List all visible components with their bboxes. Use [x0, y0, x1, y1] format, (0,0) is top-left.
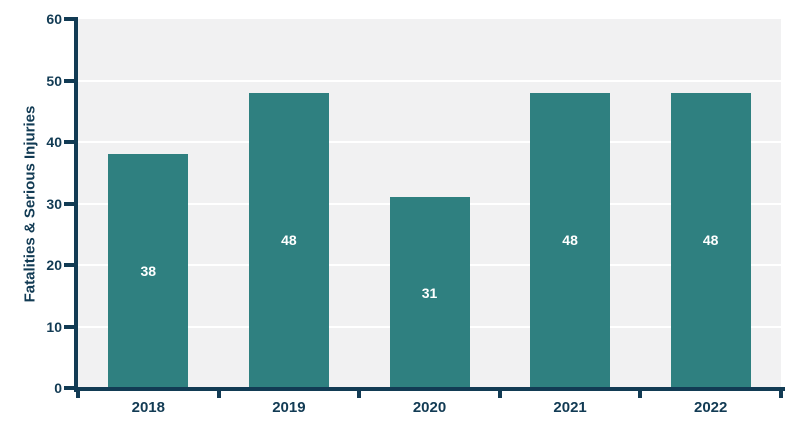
bar: [248, 92, 329, 388]
bar: [530, 92, 611, 388]
y-tick-label: 40: [46, 134, 62, 150]
bar-value-label: 48: [562, 232, 578, 249]
y-axis-tick: [64, 78, 76, 83]
y-tick-label: 60: [46, 11, 62, 27]
y-axis-tick: [64, 324, 76, 329]
y-tick-label: 20: [46, 257, 62, 273]
x-tick-label: 2018: [131, 399, 165, 416]
x-tick-label: 2019: [272, 399, 306, 416]
x-tick-label: 2021: [553, 399, 587, 416]
y-tick-label: 10: [46, 318, 62, 335]
bar-value-label: 38: [140, 263, 157, 280]
y-axis-title: Fatalities & Serious Injuries: [21, 105, 39, 303]
x-axis-line: [74, 387, 785, 391]
x-tick-label: 2020: [412, 399, 447, 416]
bar: [108, 154, 189, 388]
x-axis-tick: [357, 389, 362, 398]
y-axis-tick: [64, 17, 76, 21]
x-axis-tick: [216, 389, 221, 398]
x-axis-tick: [497, 389, 502, 398]
bar-value-label: 48: [702, 232, 719, 249]
y-tick-label: 30: [46, 195, 62, 212]
y-tick-label: 50: [46, 72, 62, 89]
y-tick-label: 0: [54, 380, 62, 396]
y-axis-tick: [64, 386, 76, 390]
gridline: [78, 141, 781, 143]
y-axis-tick: [64, 263, 76, 267]
gridline: [78, 79, 781, 82]
x-tick-label: 2022: [694, 399, 728, 416]
bar: [670, 92, 751, 388]
bar: [389, 197, 470, 388]
x-axis-tick: [779, 389, 783, 398]
x-axis-tick: [76, 389, 80, 398]
y-axis-tick: [64, 140, 76, 144]
x-axis-tick: [638, 389, 643, 398]
bar-value-label: 48: [281, 232, 297, 249]
y-axis-tick: [64, 201, 76, 206]
bar-value-label: 31: [421, 284, 438, 301]
y-axis-line: [74, 17, 78, 392]
plot-area: [78, 19, 781, 388]
